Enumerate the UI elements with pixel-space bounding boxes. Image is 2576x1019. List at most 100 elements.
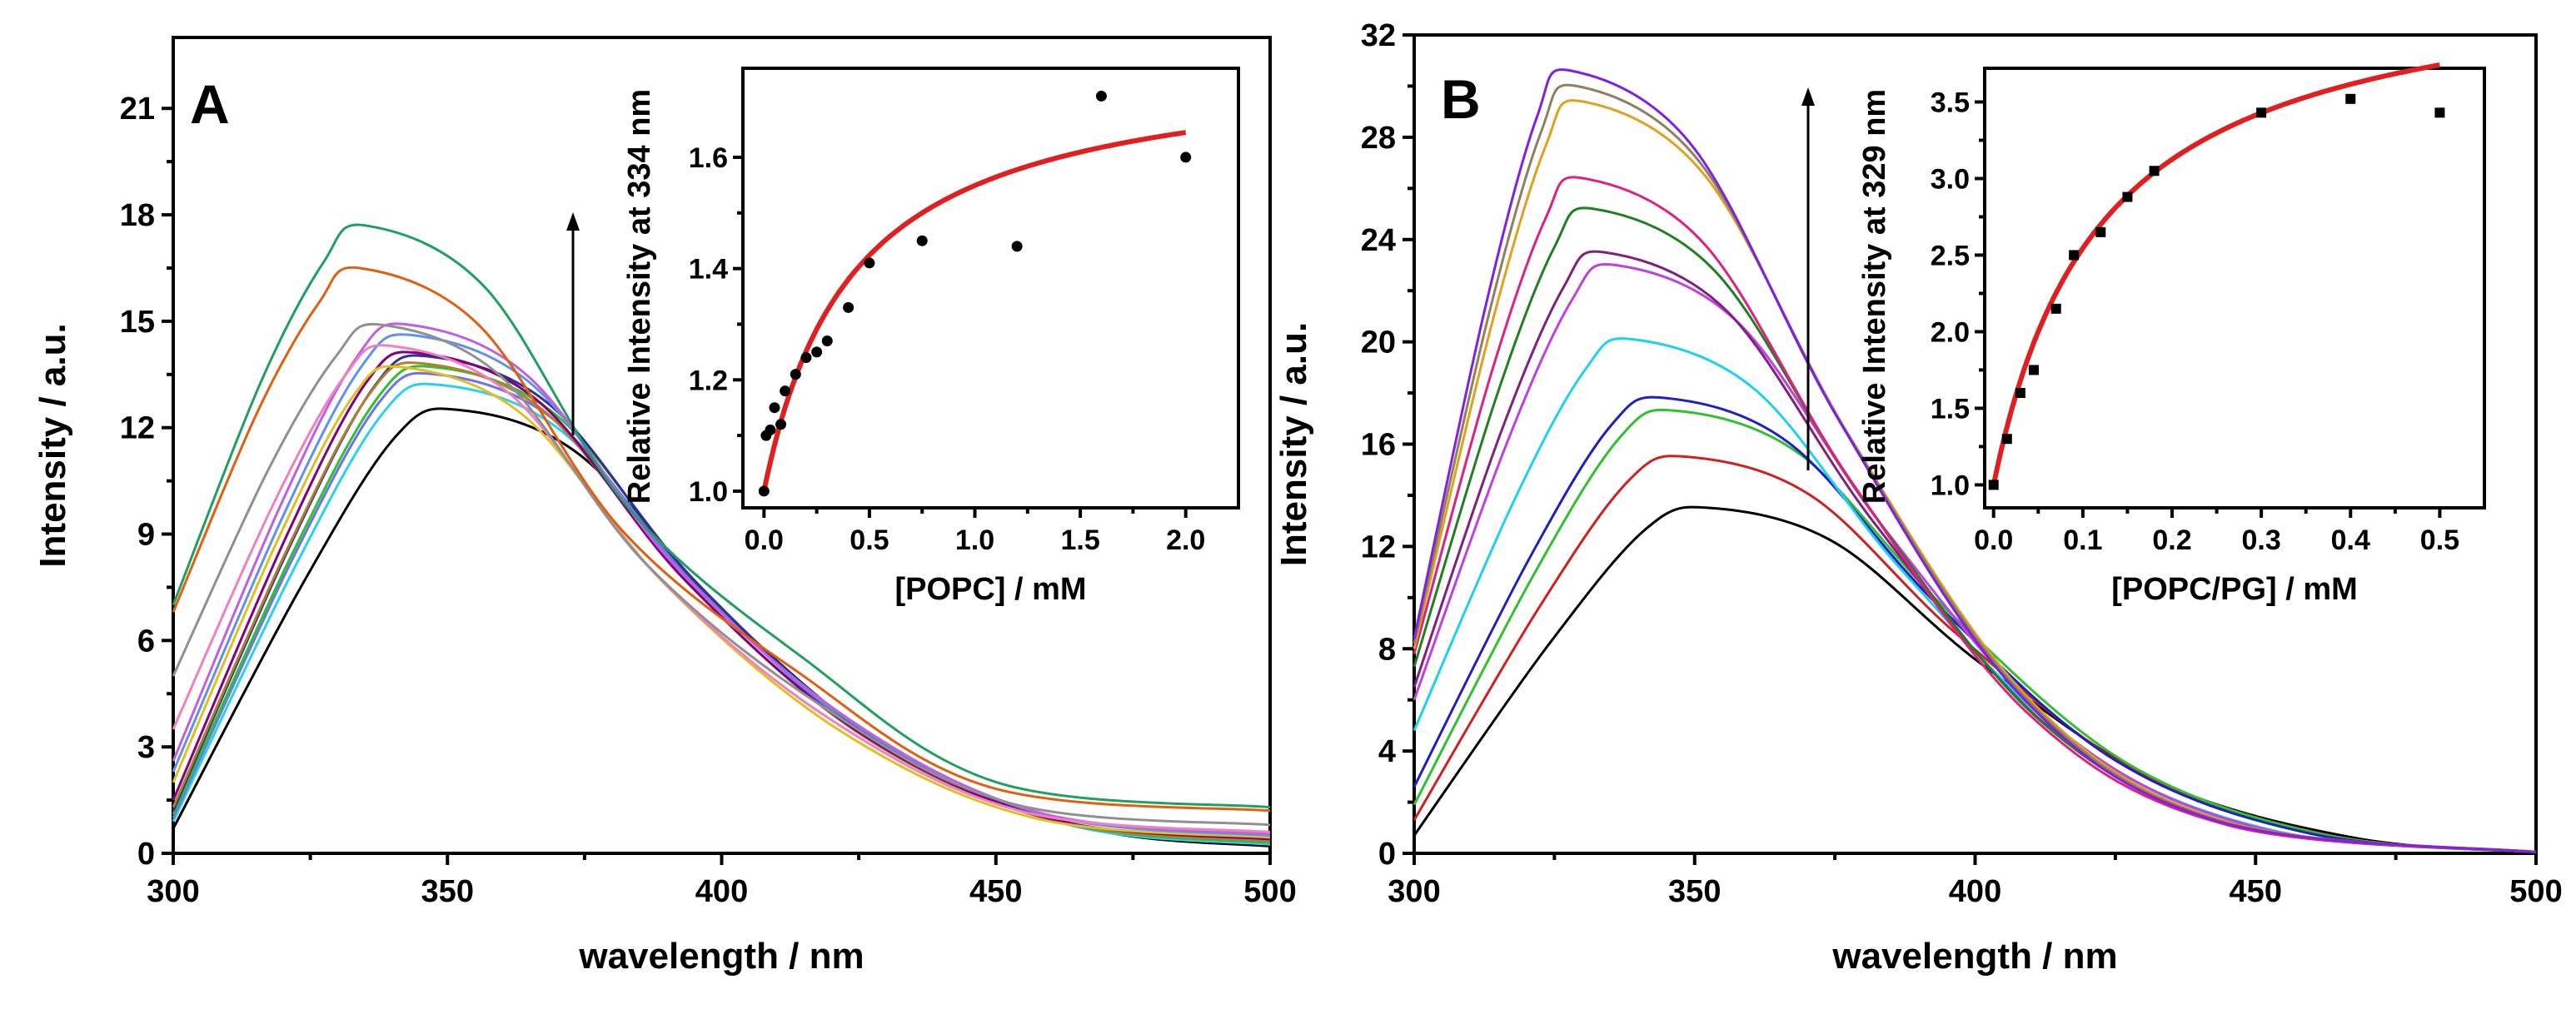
panel-B-ytick-label: 28 [1361,121,1396,156]
inset-A-xtick-label: 2.0 [1166,524,1205,556]
spectrum-A1 [172,407,1271,848]
inset-A-ytick-label: 1.6 [689,142,728,174]
inset-B-data-point [2345,93,2356,104]
spectrum-A10 [172,322,1271,836]
spectrum-A6 [172,361,1271,843]
spectrum-A8 [172,365,1271,839]
inset-B-data-point [2015,388,2025,399]
inset-B-ytick-label: 2.5 [1931,240,1970,271]
inset-B-xtick-label: 0.5 [2420,524,2459,556]
spectrum-B9 [1413,176,2537,853]
panel-B-xtick-label: 300 [1388,874,1440,909]
inset-A-x-axis-title: [POPC] / mM [894,572,1086,607]
inset-B-fit-curve [1991,62,2440,486]
panel-A-xtick-label: 500 [1243,874,1296,909]
spectrum-B11 [1413,83,2537,853]
panel-B-x-axis-title: wavelength / nm [1831,936,2117,977]
inset-A-data-point [758,485,770,497]
inset-A-data-point [1180,152,1192,163]
spectrum-B10 [1413,99,2537,853]
panel-A-ytick-label: 3 [137,730,155,765]
panel-B-xtick-label: 450 [2230,874,2282,909]
inset-A-data-point [1011,241,1023,252]
panel-B-ytick-label: 24 [1361,223,1396,258]
panel-A-ytick-label: 21 [120,92,155,127]
panel-A-ytick-label: 6 [137,624,155,659]
inset-B-xtick-label: 0.1 [2063,524,2102,556]
inset-A-xtick-label: 0.5 [850,524,889,556]
panel-B-ytick-label: 4 [1378,734,1396,769]
inset-A-frame [741,67,1240,510]
spectrum-A14 [172,223,1271,809]
panel-B-ytick-label: 16 [1361,428,1396,463]
inset-A-data-point [780,385,791,397]
inset-A-xtick-label: 0.0 [745,524,784,556]
inset-B-data-point [2069,250,2080,261]
spectrum-A12 [172,322,1271,827]
panel-B-ytick-label: 20 [1361,326,1396,360]
spectrum-B1 [1413,505,2537,853]
panel-A-ytick-label: 15 [120,305,155,340]
panel-B-ytick-label: 32 [1361,18,1396,53]
inset-A-fit-curve [761,130,1187,492]
panel-letter-A: A [190,73,230,135]
inset-B-ytick-label: 3.0 [1931,163,1970,195]
panel-B-y-axis-title: Intensity / a.u. [1273,322,1314,566]
inset-B-ytick-label: 3.5 [1931,87,1970,118]
panel-B-xtick-label: 350 [1668,874,1721,909]
spectrum-B6 [1413,263,2537,853]
inset-A-data-point [790,369,801,380]
panel-A-arrow-head [566,212,580,231]
panel-A-xtick-label: 400 [695,874,748,909]
inset-A-data-point [843,301,855,313]
inset-B-x-axis-title: [POPC/PG] / mM [2111,572,2358,607]
inset-A-data-point [1095,90,1107,102]
panel-B-xtick-label: 500 [2509,874,2562,909]
inset-A-xtick-label: 1.0 [955,524,994,556]
inset-B-xtick-label: 0.0 [1974,524,2013,556]
inset-A-data-point [821,335,833,346]
inset-B-data-point [2050,303,2061,314]
inset-B-data-point [2434,107,2445,118]
inset-B-data-point [1988,480,1999,490]
inset-A: 0.0 0.5 1.0 1.5 2.0 1.0 1.2 1.4 1.6 [POPC] / mM Re… [622,67,1240,607]
inset-A-data-point [769,402,780,414]
inset-B-data-point [2028,365,2039,375]
spectrum-A13 [172,266,1271,813]
panel-B-frame [1413,33,2538,855]
inset-A-data-point [800,352,812,364]
inset-B-y-axis-title: Relative Intensity at 329 nm [1857,89,1892,504]
panel-A-y-axis-title: Intensity / a.u. [32,323,73,567]
inset-B-frame [1983,67,2486,510]
panel-B: 300 350 400 450 500 0 4 8 12 16 20 24 28 32 wavelength… [1273,18,2563,977]
spectrum-A4 [172,365,1271,844]
inset-B-data-point [2256,107,2267,118]
inset-A-ytick-label: 1.4 [689,254,728,286]
inset-B-data-point [2149,166,2160,176]
panel-A-ytick-label: 12 [120,411,155,446]
panel-A-x-axis-title: wavelength / nm [578,936,864,977]
inset-A-data-point [765,424,776,435]
inset-A-data-point [775,419,787,430]
panel-letter-B: B [1441,68,1481,130]
panel-A-xtick-label: 450 [969,874,1022,909]
inset-B-ytick-label: 1.0 [1931,470,1970,501]
inset-A-ytick-label: 1.2 [689,365,728,396]
spectrum-B3 [1413,408,2537,853]
inset-A-data-point [916,235,928,246]
spectrum-B5 [1413,337,2537,853]
inset-B-ytick-label: 2.0 [1931,316,1970,348]
inset-B-xtick-label: 0.2 [2152,524,2191,556]
inset-A-ytick-label: 1.0 [689,476,728,508]
spectrum-A9 [172,333,1271,838]
inset-B-xtick-label: 0.4 [2331,524,2370,556]
inset-A-data-point [811,346,823,358]
panel-B-ytick-label: 0 [1378,837,1396,872]
inset-B-data-point [2122,191,2133,202]
panel-B-xtick-label: 400 [1949,874,2001,909]
inset-A-y-axis-title: Relative Intensity at 334 nm [622,89,657,504]
spectrum-B4 [1413,395,2537,853]
panel-B-arrow-head [1801,87,1815,106]
inset-B-data-point [2095,226,2106,237]
